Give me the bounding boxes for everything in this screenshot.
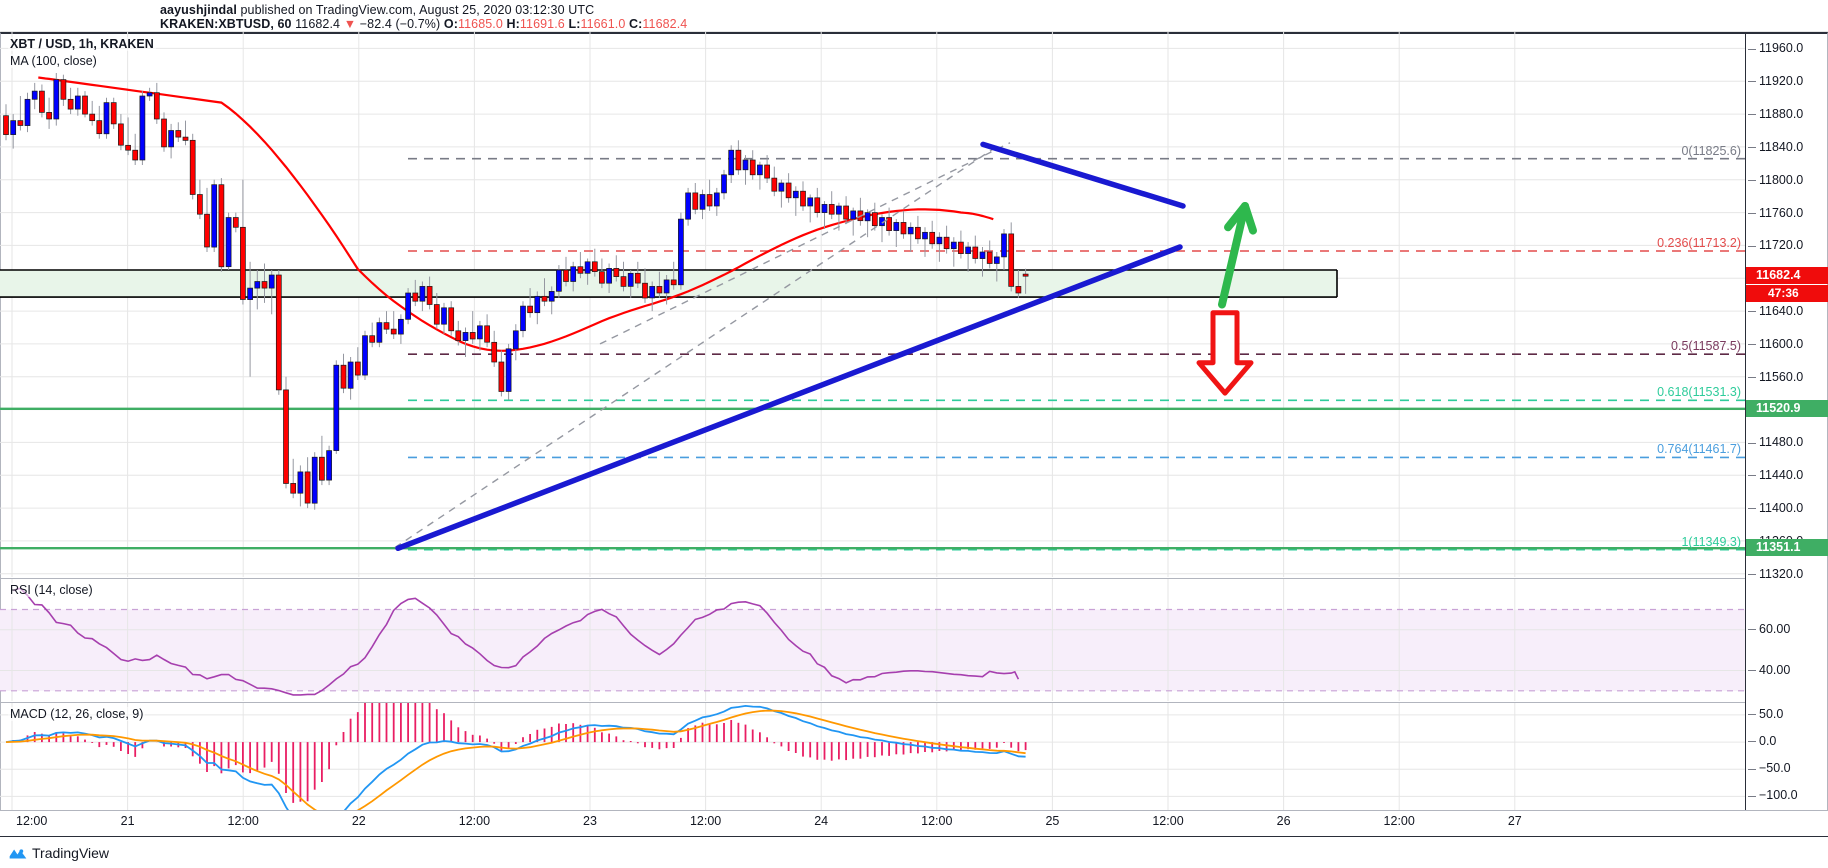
price-axis[interactable]: 11960.0 11920.0 11880.0 11840.0 11800.0 11760… <box>1746 32 1828 810</box>
time-tick-label: 27 <box>1507 814 1522 828</box>
time-tick-label: 12:00 <box>16 814 48 828</box>
level-price-label-2: 11351.1 <box>1746 539 1828 557</box>
fib-level-label: 0.5(11587.5) <box>1671 339 1741 354</box>
rsi-pane[interactable]: RSI (14, close) <box>0 578 1745 701</box>
rsi-legend: RSI (14, close) <box>8 583 95 597</box>
last-price: 11682.4 <box>295 17 341 31</box>
rsi-chart-svg <box>0 579 1745 701</box>
macd-tick: 0.0 <box>1746 733 1828 749</box>
price-tick: 11960.0 <box>1746 40 1828 56</box>
rsi-tick: 60.00 <box>1746 621 1828 637</box>
down-triangle-icon: ▼ <box>343 17 357 31</box>
price-tick: 11720.0 <box>1746 237 1828 253</box>
tradingview-brand: TradingView <box>32 845 110 861</box>
main-pane-legend: XBT / USD, 1h, KRAKEN <box>8 37 156 51</box>
time-tick-label: 12:00 <box>227 814 259 828</box>
fib-level-label: 1(11349.3) <box>1681 534 1741 549</box>
price-tick: 11400.0 <box>1746 500 1828 516</box>
time-tick-label: 23 <box>583 814 597 828</box>
level-price-label-1: 11520.9 <box>1746 399 1828 417</box>
rsi-tick: 40.00 <box>1746 662 1828 678</box>
countdown-label: 47:36 <box>1746 285 1828 303</box>
close-value: 11682.4 <box>642 17 688 31</box>
header-divider <box>0 31 1828 32</box>
price-tick: 11320.0 <box>1746 566 1828 582</box>
time-tick-label: 12:00 <box>1152 814 1184 828</box>
open-key: O: <box>443 17 458 31</box>
last-price-label: 11682.4 <box>1746 267 1828 285</box>
fib-level-label: 0.236(11713.2) <box>1657 236 1741 250</box>
price-tick: 11640.0 <box>1746 303 1828 319</box>
ma-legend: MA (100, close) <box>8 54 99 68</box>
time-tick-label: 12:00 <box>1383 814 1415 828</box>
macd-tick: 50.0 <box>1746 706 1828 722</box>
tradingview-logo-icon <box>9 849 27 859</box>
macd-pane[interactable]: MACD (12, 26, close, 9) <box>0 702 1745 810</box>
price-change: −82.4 (−0.7%) <box>359 17 441 31</box>
macd-legend: MACD (12, 26, close, 9) <box>8 707 146 721</box>
time-axis-bottom-rule <box>0 836 1828 837</box>
author-name: aayushjindal <box>160 3 237 17</box>
publish-line: aayushjindal published on TradingView.co… <box>160 3 594 17</box>
symbol-quote-line: KRAKEN:XBTUSD, 60 11682.4 ▼ −82.4 (−0.7%… <box>160 17 687 31</box>
plot-area-border <box>0 32 1745 810</box>
close-key: C: <box>629 17 643 31</box>
chart-header: aayushjindal published on TradingView.co… <box>0 0 1828 31</box>
price-tick: 11800.0 <box>1746 172 1828 188</box>
price-tick: 11480.0 <box>1746 434 1828 450</box>
time-tick-label: 26 <box>1276 814 1291 828</box>
price-tick: 11920.0 <box>1746 73 1828 89</box>
publish-meta: published on TradingView.com, August 25,… <box>236 3 595 17</box>
low-value: 11661.0 <box>580 17 626 31</box>
time-axis[interactable]: 12:00 21 12:00 22 12:00 23 12:00 24 12:00 25 12:00… <box>0 810 1828 837</box>
time-tick-label: 21 <box>120 814 135 828</box>
fib-level-label: 0.618(11531.3) <box>1657 385 1741 400</box>
low-key: L: <box>568 17 581 31</box>
open-value: 11685.0 <box>457 17 503 31</box>
time-tick-label: 12:00 <box>458 814 491 828</box>
macd-tick: −50.0 <box>1746 760 1828 776</box>
chart-footer: TradingView <box>0 840 1828 868</box>
price-tick: 11600.0 <box>1746 336 1828 352</box>
symbol-label: KRAKEN:XBTUSD, 60 <box>160 17 292 31</box>
macd-chart-svg <box>0 703 1745 810</box>
price-chart-svg <box>0 32 1745 577</box>
chart-frame[interactable]: XBT / USD, 1h, KRAKEN MA (100, close) 0(… <box>0 32 1828 810</box>
time-tick-label: 22 <box>351 814 366 828</box>
price-tick: 11840.0 <box>1746 139 1828 155</box>
time-tick-label: 12:00 <box>689 814 722 828</box>
fib-level-label: 0(11825.6) <box>1681 143 1741 158</box>
macd-tick: −100.0 <box>1746 787 1828 803</box>
high-value: 11691.6 <box>519 17 565 31</box>
main-price-pane[interactable]: XBT / USD, 1h, KRAKEN MA (100, close) 0(… <box>0 32 1745 577</box>
price-tick: 11560.0 <box>1746 369 1828 385</box>
fib-level-label: 0.764(11461.7) <box>1657 442 1741 457</box>
time-tick-label: 25 <box>1045 814 1060 828</box>
price-tick: 11440.0 <box>1746 467 1828 483</box>
price-tick: 11880.0 <box>1746 106 1828 122</box>
high-key: H: <box>506 17 520 31</box>
time-tick-label: 12:00 <box>921 814 953 828</box>
time-tick-label: 24 <box>814 814 829 828</box>
price-tick: 11760.0 <box>1746 205 1828 221</box>
